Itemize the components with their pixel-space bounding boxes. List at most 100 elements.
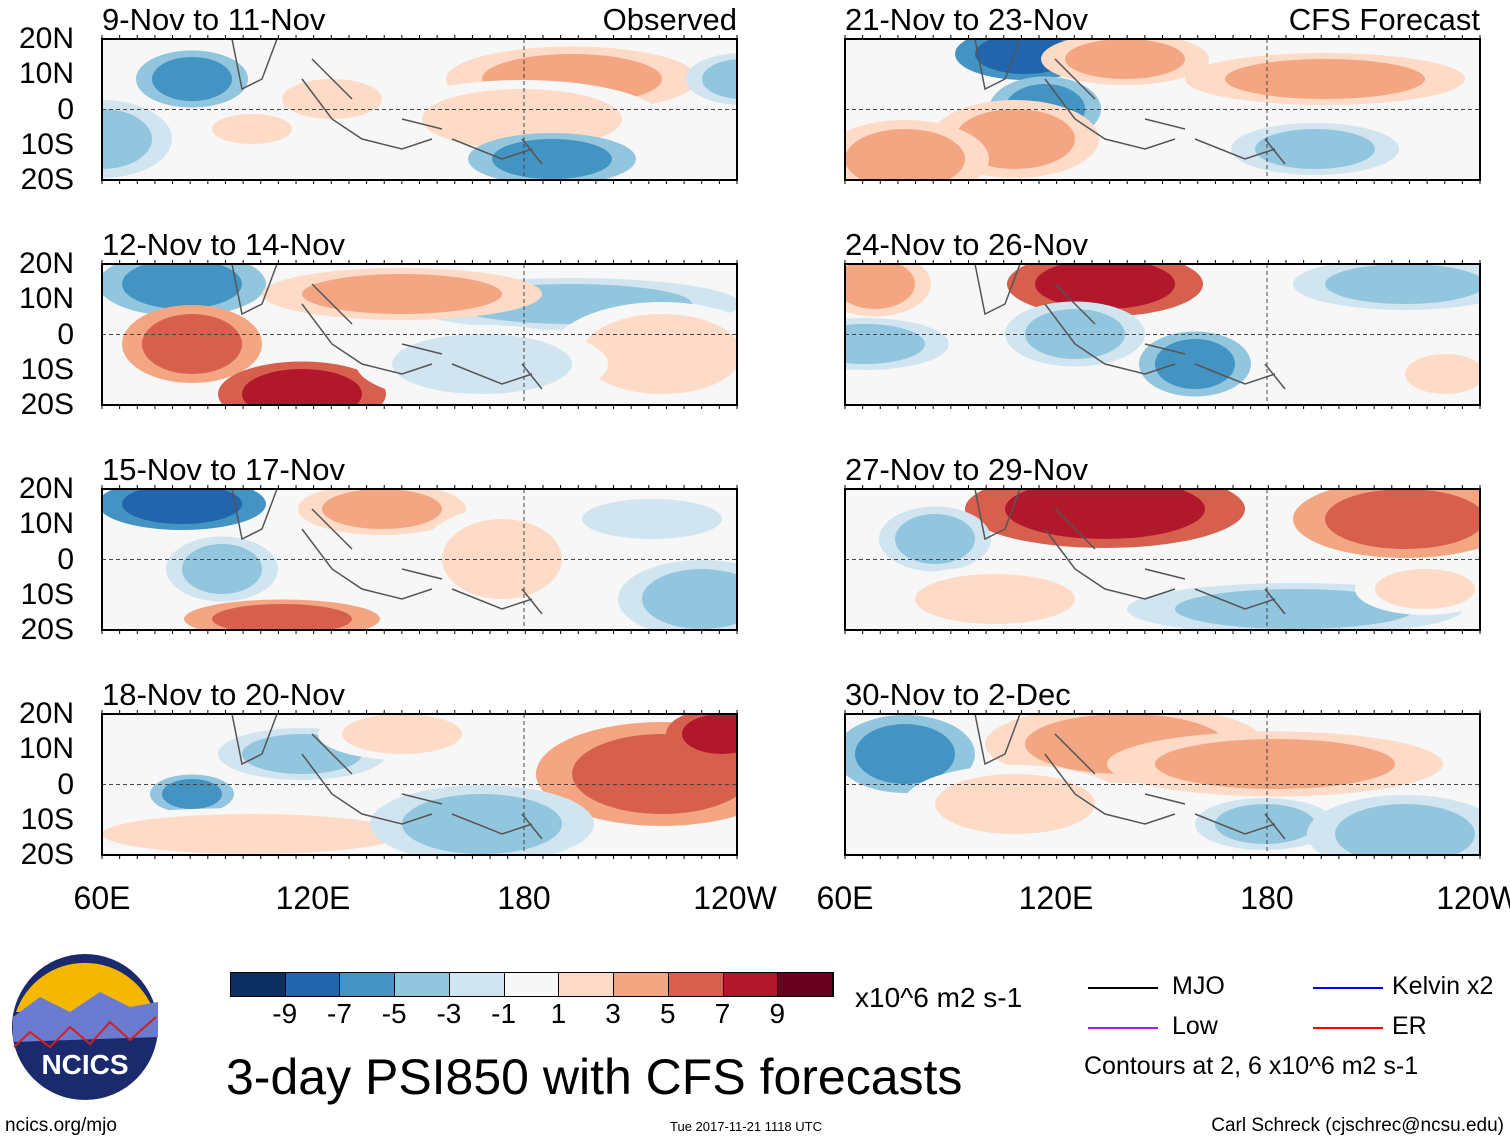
anomaly-core [122,489,242,524]
longitude-label: 120E [275,880,351,916]
longitude-label: 180 [1240,880,1294,916]
anomaly-core [1215,804,1315,844]
anomaly-core [1325,264,1480,304]
panel-title: 27-Nov to 29-Nov [845,452,1088,487]
coastline [974,39,1286,165]
panel-title: 21-Nov to 23-Nov [845,2,1088,37]
psi850-map-panel [101,260,738,409]
psi850-map-panel [101,710,738,859]
anomaly-core [642,569,737,629]
anomaly-core [152,57,232,101]
colorbar-tick-label: -5 [381,998,407,1029]
latitude-label: 20N [18,472,74,505]
latitude-label: 10S [20,577,74,611]
anomaly-core [855,724,955,784]
website-link[interactable]: ncics.org/mjo [5,1115,117,1136]
latitude-label: 10N [18,282,74,316]
latitude-label: 20N [18,697,74,730]
legend-label: Kelvin x2 [1392,972,1494,1000]
legend-line [1088,987,1158,989]
colorbar-units: x10^6 m2 s-1 [855,982,1023,1013]
longitude-label: 120E [1018,880,1094,916]
ncics-logo: NCICS [12,954,158,1100]
anomaly-core [702,59,737,99]
coastline [974,714,1286,840]
legend-line [1313,987,1383,989]
anomaly-core [682,714,737,754]
latitude-label: 0 [57,767,74,801]
coastline [231,714,543,840]
colorbar-swatch [504,973,560,996]
colorbar-swatch [723,973,779,996]
latitude-label: 10N [18,732,74,766]
anomaly-core [1405,354,1480,394]
colorbar-swatch [395,973,450,996]
psi850-map-panel [101,485,738,634]
coastline [231,39,543,165]
psi850-map-panel [844,485,1481,634]
anomaly-core [492,139,612,179]
longitude-label: 120W [693,880,777,916]
anomaly-core [1375,569,1475,609]
coastline [231,264,543,390]
panel-source-label: Observed [602,2,737,37]
anomaly-core [582,499,722,539]
anomaly-core [282,79,382,119]
latitude-label: 0 [57,542,74,576]
anomaly-core [102,814,402,854]
colorbar-tick-label: 3 [605,998,621,1029]
anomaly-core [1225,59,1425,99]
colorbar-tick-label: 9 [769,998,786,1029]
panel-title: 12-Nov to 14-Nov [102,227,345,262]
colorbar-tick-label: -3 [436,998,462,1029]
anomaly-core [1025,309,1125,359]
colorbar-swatch [285,973,341,996]
anomaly-core [392,334,572,394]
anomaly-core [1335,804,1475,855]
anomaly-core [845,129,965,180]
panel-title: 24-Nov to 26-Nov [845,227,1088,262]
latitude-label: 0 [57,317,74,351]
latitude-label: 0 [57,92,74,126]
legend-label: Low [1172,1012,1218,1040]
colorbar-tick-label: -1 [491,998,517,1029]
anomaly-core [582,314,737,394]
anomaly-core [242,369,362,405]
anomaly-core [1065,39,1185,79]
coastline [231,489,543,615]
latitude-label: 20S [20,163,74,196]
legend-line [1313,1027,1383,1029]
latitude-label: 10N [18,57,74,91]
timestamp: Tue 2017-11-21 1118 UTC [670,1119,822,1134]
psi850-map-panel [844,710,1481,859]
longitude-label: 120W [1436,880,1510,916]
latitude-label: 10S [20,352,74,386]
figure-title: 3-day PSI850 with CFS forecasts [226,1049,963,1105]
colorbar-tick-label: -7 [327,998,352,1029]
latitude-label: 20S [20,613,74,646]
latitude-label: 20S [20,838,74,871]
anomaly-core [302,274,502,314]
colorbar-swatch [668,973,724,996]
colorbar-tick-label: 1 [550,998,567,1029]
legend-label: ER [1392,1012,1427,1040]
coastline [974,489,1286,615]
latitude-label: 10S [20,802,74,836]
longitude-label: 180 [497,880,551,916]
colorbar-tick-label: 7 [714,998,731,1029]
colorbar-swatch [778,973,834,996]
panel-title: 18-Nov to 20-Nov [102,677,345,712]
anomaly-core [1325,489,1480,549]
anomaly-core [322,489,442,529]
anomaly-core [1035,264,1175,309]
anomaly-core [1005,489,1205,539]
svg-text:NCICS: NCICS [41,1049,128,1080]
anomaly-core [342,714,462,754]
colorbar-swatch [614,973,669,996]
legend-label: MJO [1172,972,1225,1000]
anomaly-core [212,604,352,630]
colorbar [230,972,834,997]
longitude-label: 60E [816,880,874,916]
colorbar-swatch [340,973,396,996]
